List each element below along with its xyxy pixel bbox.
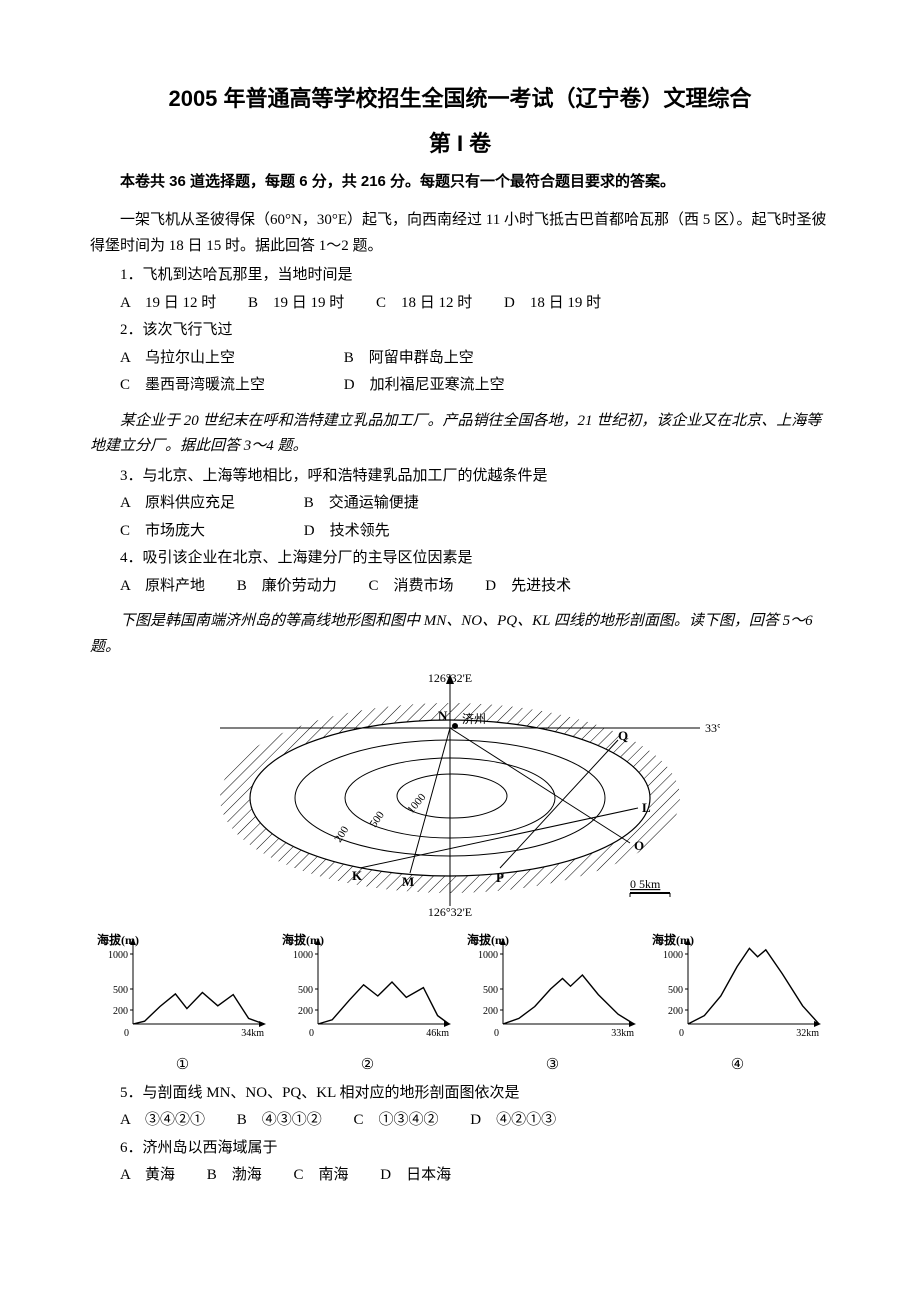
svg-text:0: 0	[124, 1028, 129, 1039]
q1-opt-b: B 19 日 19 时	[248, 291, 344, 317]
q3-options: A 原料供应充足 B 交通运输便捷 C 市场庞大 D 技术领先	[120, 491, 830, 544]
svg-text:O: O	[634, 838, 644, 853]
svg-text:200: 200	[483, 1006, 498, 1017]
q5-opt-a: A ③④②①	[120, 1108, 205, 1134]
profile-label-1: ①	[90, 1053, 275, 1079]
svg-text:Q: Q	[618, 728, 628, 743]
svg-text:32km: 32km	[796, 1028, 819, 1039]
svg-text:500: 500	[113, 985, 128, 996]
profile-2: 海拔(m) 2005001000 0 46km ②	[275, 932, 460, 1079]
q6-options: A 黄海 B 渤海 C 南海 D 日本海	[120, 1163, 830, 1189]
q2-opt-d: D 加利福尼亚寒流上空	[344, 373, 505, 399]
q1-opt-c: C 18 日 12 时	[376, 291, 472, 317]
svg-text:M: M	[402, 874, 414, 889]
q4-opt-c: C 消费市场	[369, 574, 454, 600]
q5: 5．与剖面线 MN、NO、PQ、KL 相对应的地形剖面图依次是	[90, 1081, 830, 1107]
profiles-row: 海拔(m) 2005001000 0 34km ① 海拔(m) 20050010…	[90, 932, 830, 1079]
svg-text:200: 200	[668, 1006, 683, 1017]
svg-text:33km: 33km	[611, 1028, 634, 1039]
q6-opt-b: B 渤海	[207, 1163, 262, 1189]
svg-text:L: L	[642, 800, 651, 815]
q2: 2．该次飞行飞过	[90, 318, 830, 344]
svg-text:200: 200	[113, 1006, 128, 1017]
exam-title: 2005 年普通高等学校招生全国统一考试（辽宁卷）文理综合	[90, 80, 830, 117]
svg-text:1000: 1000	[108, 950, 128, 961]
q1-opt-d: D 18 日 19 时	[504, 291, 601, 317]
svg-text:46km: 46km	[426, 1028, 449, 1039]
q5-opt-b: B ④③①②	[237, 1108, 322, 1134]
q1-opt-a: A 19 日 12 时	[120, 291, 216, 317]
svg-text:500: 500	[668, 985, 683, 996]
q5-options: A ③④②① B ④③①② C ①③④② D ④②①③	[120, 1108, 830, 1134]
q6-opt-d: D 日本海	[380, 1163, 451, 1189]
q3-opt-d: D 技术领先	[304, 519, 390, 545]
q2-opt-c: C 墨西哥湾暖流上空	[120, 373, 340, 399]
q4-opt-b: B 廉价劳动力	[237, 574, 337, 600]
profile-label-4: ④	[645, 1053, 830, 1079]
svg-text:K: K	[352, 868, 363, 883]
q2-opt-a: A 乌拉尔山上空	[120, 346, 340, 372]
svg-text:1000: 1000	[478, 950, 498, 961]
q3-opt-c: C 市场庞大	[120, 519, 300, 545]
svg-text:0 5km: 0 5km	[630, 877, 661, 891]
q6-opt-c: C 南海	[294, 1163, 349, 1189]
svg-text:N: N	[438, 708, 448, 723]
svg-text:P: P	[496, 870, 504, 885]
svg-text:126°32'E: 126°32'E	[428, 905, 472, 918]
q3: 3．与北京、上海等地相比，呼和浩特建乳品加工厂的优越条件是	[90, 464, 830, 490]
svg-text:0: 0	[494, 1028, 499, 1039]
q2-options: A 乌拉尔山上空 B 阿留申群岛上空 C 墨西哥湾暖流上空 D 加利福尼亚寒流上…	[120, 346, 830, 399]
profile-4: 海拔(m) 2005001000 0 32km ④	[645, 932, 830, 1079]
svg-text:济州: 济州	[462, 711, 486, 726]
volume-heading: 第 I 卷	[90, 125, 830, 162]
q2-opt-b: B 阿留申群岛上空	[344, 346, 474, 372]
q4-options: A 原料产地 B 廉价劳动力 C 消费市场 D 先进技术	[120, 574, 830, 600]
context-3: 下图是韩国南端济州岛的等高线地形图和图中 MN、NO、PQ、KL 四线的地形剖面…	[90, 609, 830, 660]
svg-text:34km: 34km	[241, 1028, 264, 1039]
instructions: 本卷共 36 道选择题，每题 6 分，共 216 分。每题只有一个最符合题目要求…	[90, 169, 830, 195]
q4-opt-d: D 先进技术	[485, 574, 571, 600]
context-2: 某企业于 20 世纪末在呼和浩特建立乳品加工厂。产品销往全国各地，21 世纪初，…	[90, 409, 830, 460]
svg-text:200: 200	[298, 1006, 313, 1017]
contour-map: 200 500 1000 126°32'E 126°32'E 33°31'N 济…	[90, 668, 830, 928]
q3-opt-b: B 交通运输便捷	[304, 491, 419, 517]
svg-text:1000: 1000	[293, 950, 313, 961]
q5-opt-d: D ④②①③	[470, 1108, 556, 1134]
q3-opt-a: A 原料供应充足	[120, 491, 300, 517]
svg-text:1000: 1000	[663, 950, 683, 961]
svg-text:500: 500	[298, 985, 313, 996]
svg-text:0: 0	[679, 1028, 684, 1039]
q6-opt-a: A 黄海	[120, 1163, 175, 1189]
q1: 1．飞机到达哈瓦那里，当地时间是	[90, 263, 830, 289]
q1-options: A 19 日 12 时 B 19 日 19 时 C 18 日 12 时 D 18…	[120, 291, 830, 317]
q6: 6．济州岛以西海域属于	[90, 1136, 830, 1162]
svg-text:0: 0	[309, 1028, 314, 1039]
svg-text:500: 500	[483, 985, 498, 996]
context-1: 一架飞机从圣彼得保（60°N，30°E）起飞，向西南经过 11 小时飞抵古巴首都…	[90, 208, 830, 259]
q5-opt-c: C ①③④②	[354, 1108, 439, 1134]
svg-text:33°31'N: 33°31'N	[705, 721, 720, 735]
q4: 4．吸引该企业在北京、上海建分厂的主导区位因素是	[90, 546, 830, 572]
profile-label-2: ②	[275, 1053, 460, 1079]
profile-1: 海拔(m) 2005001000 0 34km ①	[90, 932, 275, 1079]
profile-label-3: ③	[460, 1053, 645, 1079]
svg-text:126°32'E: 126°32'E	[428, 671, 472, 685]
profile-3: 海拔(m) 2005001000 0 33km ③	[460, 932, 645, 1079]
q4-opt-a: A 原料产地	[120, 574, 205, 600]
